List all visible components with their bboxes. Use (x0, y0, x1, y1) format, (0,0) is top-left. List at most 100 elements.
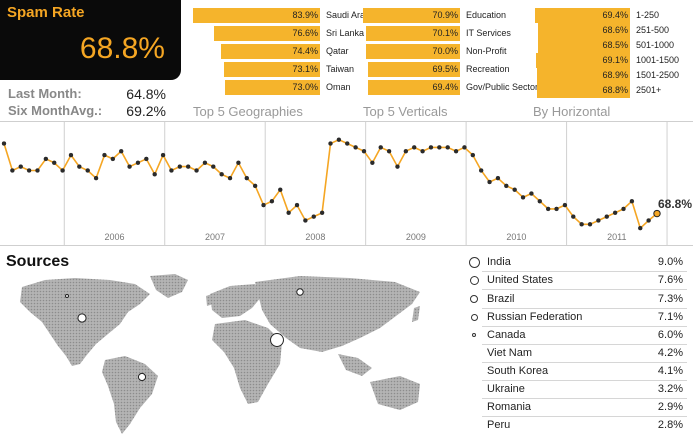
source-percent: 6.0% (657, 329, 683, 341)
six-month-value: 69.2% (126, 103, 166, 119)
panel-bar: 68.6% (537, 23, 630, 38)
data-point (261, 202, 266, 208)
data-point (18, 164, 23, 169)
data-point (378, 145, 383, 150)
data-point (35, 168, 40, 173)
source-row: Canada 6.0% (462, 327, 687, 345)
data-point (177, 164, 183, 169)
data-point (529, 191, 534, 196)
data-point (587, 222, 593, 227)
panel-bar: 69.5% (367, 62, 460, 77)
data-point (303, 218, 308, 223)
panel-bar-label: Sri Lanka (326, 28, 365, 38)
panel-bar-label: Recreation (466, 64, 510, 74)
data-point (612, 210, 618, 215)
data-point (227, 175, 233, 181)
panel-bar: 74.4% (220, 44, 320, 59)
data-point (102, 152, 107, 158)
panel-bar: 76.6% (214, 26, 320, 41)
year-tick-label: 2009 (406, 232, 426, 242)
source-country: Peru (487, 419, 511, 431)
six-month-label: Six MonthAvg.: (8, 103, 103, 118)
data-point (470, 152, 476, 158)
source-country: Russian Federation (487, 311, 583, 323)
panel-title: By Horizontal (533, 104, 611, 119)
source-row: India 9.0% (462, 254, 687, 272)
spam-rate-series-line (3, 138, 658, 230)
panel-title: Top 5 Verticals (363, 104, 448, 119)
data-point (462, 145, 467, 150)
panel-bar: 68.8% (536, 83, 630, 98)
data-point (68, 152, 74, 158)
source-country: Romania (487, 401, 532, 413)
row-divider (482, 344, 687, 345)
panel-bar: 73.1% (224, 62, 320, 77)
source-row: United States 7.6% (462, 272, 687, 290)
data-point (629, 199, 635, 204)
source-percent: 4.2% (657, 347, 683, 359)
source-row: Romania 2.9% (462, 399, 687, 417)
source-row: Peru 2.8% (462, 417, 687, 434)
six-month-stat: Six MonthAvg.: 69.2% (8, 103, 166, 119)
map-source-marker (296, 288, 304, 296)
data-point (336, 137, 342, 142)
map-australia (370, 376, 420, 410)
last-month-value: 64.8% (126, 86, 166, 102)
panel-bar-label: Qatar (326, 46, 349, 56)
data-point (219, 172, 224, 177)
year-tick-label: 2008 (305, 232, 325, 242)
data-point (412, 145, 417, 150)
row-divider (482, 416, 687, 417)
data-point (646, 218, 651, 223)
data-point (445, 145, 450, 150)
panel-bar-label: 1-250 (636, 10, 660, 20)
panel-bar: 70.0% (366, 44, 460, 59)
data-point (571, 214, 576, 219)
data-point (10, 168, 15, 173)
data-point (26, 168, 32, 173)
data-point (478, 168, 484, 173)
data-point (554, 206, 559, 212)
data-point (403, 149, 409, 154)
row-divider (482, 289, 687, 290)
source-country: India (487, 256, 511, 268)
year-tick-label: 2006 (104, 232, 124, 242)
map-europe (210, 284, 262, 318)
data-point (52, 160, 57, 165)
data-point (85, 168, 90, 173)
panel-bar-label: 2501+ (636, 85, 662, 95)
year-tick-label: 2011 (607, 232, 626, 242)
last-month-label: Last Month: (8, 86, 82, 101)
map-source-marker (137, 372, 147, 382)
source-row: South Korea 4.1% (462, 363, 687, 381)
panel-bar-label: 1501-2500 (636, 70, 680, 80)
data-point (504, 183, 509, 189)
source-percent: 2.9% (657, 401, 683, 413)
data-point (395, 164, 400, 169)
panel-bar: 69.1% (535, 53, 630, 68)
data-point (194, 168, 199, 173)
data-point (127, 164, 132, 169)
panel-bar: 70.1% (365, 26, 460, 41)
data-point (545, 206, 551, 212)
panel-bar-label: Gov/Public Sector (466, 82, 539, 92)
data-point (152, 172, 157, 177)
source-percent: 7.6% (657, 274, 683, 286)
data-point (1, 141, 7, 146)
data-point (236, 160, 241, 165)
data-point (437, 145, 442, 150)
data-point (487, 179, 492, 185)
world-map (20, 274, 420, 434)
data-point (579, 222, 584, 227)
panel-bar-label: Education (466, 10, 507, 20)
panel-bar-label: Saudi Arabia (326, 10, 378, 20)
data-point (278, 187, 283, 192)
source-country: Ukraine (487, 383, 525, 395)
data-point (537, 199, 542, 204)
source-country: South Korea (487, 365, 549, 377)
panel-bar: 69.4% (368, 80, 460, 95)
data-point (319, 210, 325, 215)
map-source-marker (270, 333, 284, 347)
data-point (294, 202, 300, 208)
data-point (144, 156, 149, 162)
